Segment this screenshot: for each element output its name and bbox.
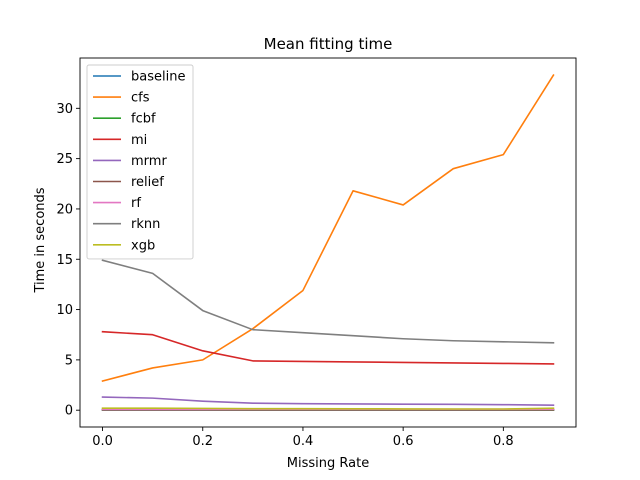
- x-tick-label: 0.2: [192, 434, 213, 449]
- legend-box: [86, 64, 194, 260]
- series-line-mrmr: [101, 396, 555, 406]
- legend: baseline cfs fcbf mi mrmr relief rf rknn xgb: [86, 64, 194, 260]
- x-axis-label: Missing Rate: [287, 456, 369, 471]
- legend-label-rknn: rknn: [131, 217, 160, 232]
- y-tick-label: 30: [56, 102, 73, 117]
- x-tick-label: 0.8: [493, 434, 514, 449]
- y-tick-label: 5: [65, 353, 73, 368]
- chart-title: Mean fitting time: [264, 35, 393, 53]
- plot-area: 0.0 0.2 0.4 0.6 0.8 0 5 10 15 20 25 30: [56, 57, 577, 449]
- series-line-cfs: [101, 74, 555, 382]
- y-tick-label: 25: [56, 152, 73, 167]
- legend-label-mrmr: mrmr: [131, 154, 167, 169]
- legend-label-xgb: xgb: [131, 238, 155, 253]
- plot-frame: [79, 57, 577, 428]
- y-axis-label: Time in seconds: [33, 187, 48, 293]
- series-line-mi: [101, 330, 555, 365]
- legend-label-cfs: cfs: [131, 91, 150, 106]
- series-line-xgb: [101, 407, 555, 410]
- legend-label-mi: mi: [131, 133, 147, 148]
- y-tick-label: 10: [56, 303, 73, 318]
- series-line-rknn: [101, 259, 555, 344]
- legend-label-fcbf: fcbf: [131, 112, 156, 127]
- x-tick-label: 0.6: [393, 434, 414, 449]
- y-tick-label: 20: [56, 202, 73, 217]
- legend-label-baseline: baseline: [131, 70, 185, 85]
- x-tick-label: 0.0: [92, 434, 113, 449]
- x-tick-label: 0.4: [293, 434, 314, 449]
- legend-label-relief: relief: [131, 175, 164, 190]
- legend-label-rf: rf: [131, 196, 141, 211]
- y-tick-label: 15: [56, 253, 73, 268]
- y-tick-label: 0: [65, 404, 73, 419]
